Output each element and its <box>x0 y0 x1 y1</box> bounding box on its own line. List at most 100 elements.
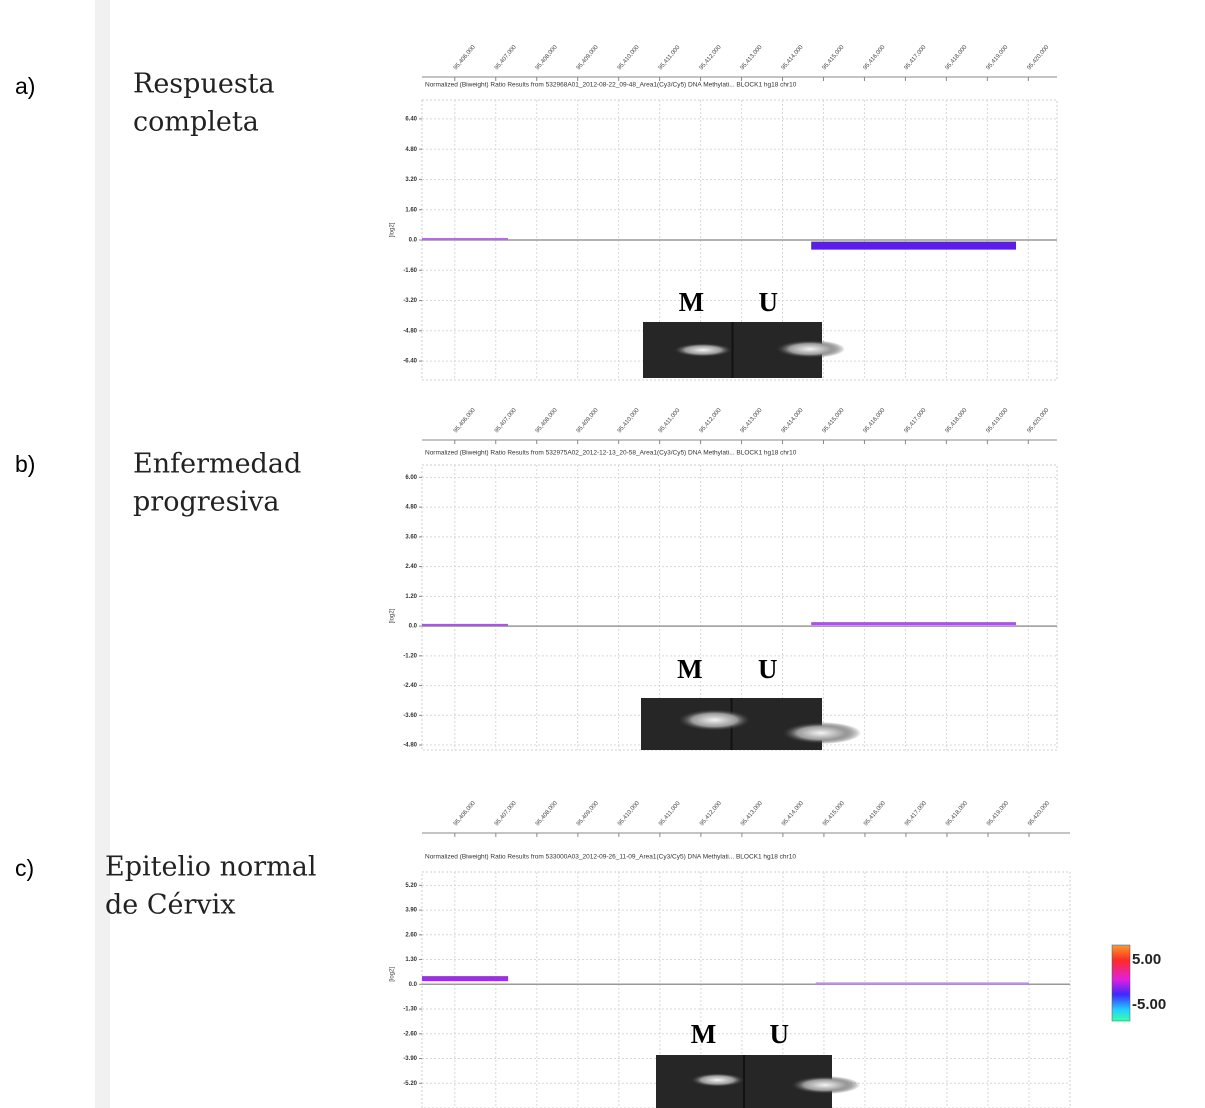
x-tick-label: 95,407,000 <box>494 44 518 71</box>
x-tick-label: 95,406,000 <box>453 407 477 434</box>
y-tick-label: 2.60 <box>405 932 417 938</box>
y-tick-label: 0.0 <box>409 238 418 244</box>
y-tick-label: -3.20 <box>403 298 417 304</box>
y-tick-label: 1.30 <box>405 957 417 963</box>
x-tick-label: 95,412,000 <box>699 800 723 827</box>
y-tick-label: 1.60 <box>405 207 417 213</box>
x-tick-label: 95,408,000 <box>535 800 559 827</box>
x-tick-label: 95,418,000 <box>945 800 969 827</box>
x-tick-label: 95,420,000 <box>1026 407 1050 434</box>
x-tick-label: 95,413,000 <box>740 44 764 71</box>
gel-lane-label: U <box>769 1019 789 1049</box>
y-tick-label: -2.40 <box>403 683 417 689</box>
x-tick-label: 95,411,000 <box>658 407 682 434</box>
y-tick-label: -1.60 <box>403 268 417 274</box>
y-tick-label: 6.40 <box>405 116 417 122</box>
x-tick-label: 95,418,000 <box>945 407 969 434</box>
panel-description: Enfermedad <box>133 449 301 480</box>
x-tick-label: 95,420,000 <box>1026 44 1050 71</box>
x-tick-label: 95,413,000 <box>740 800 764 827</box>
colorbar-label: -5.00 <box>1132 996 1166 1013</box>
y-tick-label: 0.0 <box>409 982 418 988</box>
y-tick-label: -1.20 <box>403 653 417 659</box>
x-tick-label: 95,410,000 <box>617 44 641 71</box>
x-tick-label: 95,419,000 <box>985 407 1009 434</box>
x-tick-label: 95,414,000 <box>781 44 805 71</box>
y-tick-label: -3.90 <box>403 1056 417 1062</box>
chart-title: Normalized (Biweight) Ratio Results from… <box>425 854 796 861</box>
gel-band <box>781 722 861 744</box>
panel-label: a) <box>15 73 35 99</box>
x-tick-label: 95,409,000 <box>576 44 600 71</box>
gel-band <box>677 709 752 731</box>
panel-label: b) <box>15 451 35 477</box>
x-tick-label: 95,418,000 <box>945 44 969 71</box>
y-axis-label: [log2] <box>390 967 396 982</box>
gel-lane-label: U <box>758 654 778 684</box>
colorbar <box>1111 944 1131 1022</box>
gel-band <box>790 1076 860 1094</box>
y-tick-label: -6.40 <box>403 359 417 365</box>
y-tick-label: -3.60 <box>403 713 417 719</box>
gel-lane-label: U <box>759 287 779 317</box>
x-tick-label: 95,420,000 <box>1027 800 1051 827</box>
x-tick-label: 95,406,000 <box>453 800 477 827</box>
x-tick-label: 95,416,000 <box>863 800 887 827</box>
panel-description: Epitelio normal <box>105 852 316 883</box>
y-tick-label: 1.20 <box>405 594 417 600</box>
y-tick-label: -1.30 <box>403 1007 417 1013</box>
panel-label: c) <box>15 855 34 881</box>
x-tick-label: 95,408,000 <box>535 44 559 71</box>
gel-band <box>690 1073 745 1087</box>
x-tick-label: 95,408,000 <box>535 407 559 434</box>
panel-description: completa <box>133 107 259 138</box>
panel-description: Respuesta <box>133 69 275 100</box>
colorbar-label: 5.00 <box>1132 951 1161 968</box>
y-axis-label: [log2] <box>390 608 396 623</box>
x-tick-label: 95,417,000 <box>904 800 928 827</box>
y-tick-label: -4.80 <box>403 328 417 334</box>
y-tick-label: -2.60 <box>403 1031 417 1037</box>
y-tick-label: 6.00 <box>405 475 417 481</box>
x-tick-label: 95,407,000 <box>494 800 518 827</box>
x-tick-label: 95,415,000 <box>822 407 846 434</box>
x-tick-label: 95,410,000 <box>617 407 641 434</box>
plot-frame <box>421 871 1071 1108</box>
y-tick-label: 4.80 <box>405 147 417 153</box>
x-tick-label: 95,410,000 <box>617 800 641 827</box>
y-tick-label: -5.20 <box>403 1081 417 1087</box>
x-tick-label: 95,419,000 <box>986 800 1010 827</box>
y-tick-label: 2.40 <box>405 564 417 570</box>
x-tick-label: 95,412,000 <box>699 407 723 434</box>
gel-band <box>775 340 845 358</box>
y-tick-label: 4.80 <box>405 505 417 511</box>
x-tick-label: 95,411,000 <box>658 44 682 71</box>
x-tick-label: 95,407,000 <box>494 407 518 434</box>
y-tick-label: 3.60 <box>405 534 417 540</box>
x-tick-label: 95,419,000 <box>985 44 1009 71</box>
x-tick-label: 95,406,000 <box>453 44 477 71</box>
x-tick-label: 95,417,000 <box>904 407 928 434</box>
chart-title: Normalized (Biweight) Ratio Results from… <box>425 82 797 89</box>
x-tick-label: 95,412,000 <box>699 44 723 71</box>
panel-description: de Cérvix <box>105 890 236 921</box>
gel-lane-label: M <box>679 287 704 317</box>
x-tick-label: 95,409,000 <box>576 800 600 827</box>
gel-lane-label: M <box>691 1019 716 1049</box>
y-axis-label: [log2] <box>390 222 396 237</box>
x-tick-label: 95,409,000 <box>576 407 600 434</box>
y-tick-label: 3.90 <box>405 908 417 914</box>
x-tick-label: 95,415,000 <box>822 44 846 71</box>
y-tick-label: 5.20 <box>405 883 417 889</box>
x-tick-label: 95,416,000 <box>863 44 887 71</box>
left-band <box>95 0 110 1108</box>
x-tick-label: 95,417,000 <box>904 44 928 71</box>
panel-description: progresiva <box>133 487 279 518</box>
x-tick-label: 95,414,000 <box>781 800 805 827</box>
x-tick-label: 95,415,000 <box>822 800 846 827</box>
y-tick-label: -4.80 <box>403 743 417 749</box>
x-tick-label: 95,411,000 <box>658 800 682 827</box>
gel-band <box>673 343 733 357</box>
x-tick-label: 95,414,000 <box>781 407 805 434</box>
